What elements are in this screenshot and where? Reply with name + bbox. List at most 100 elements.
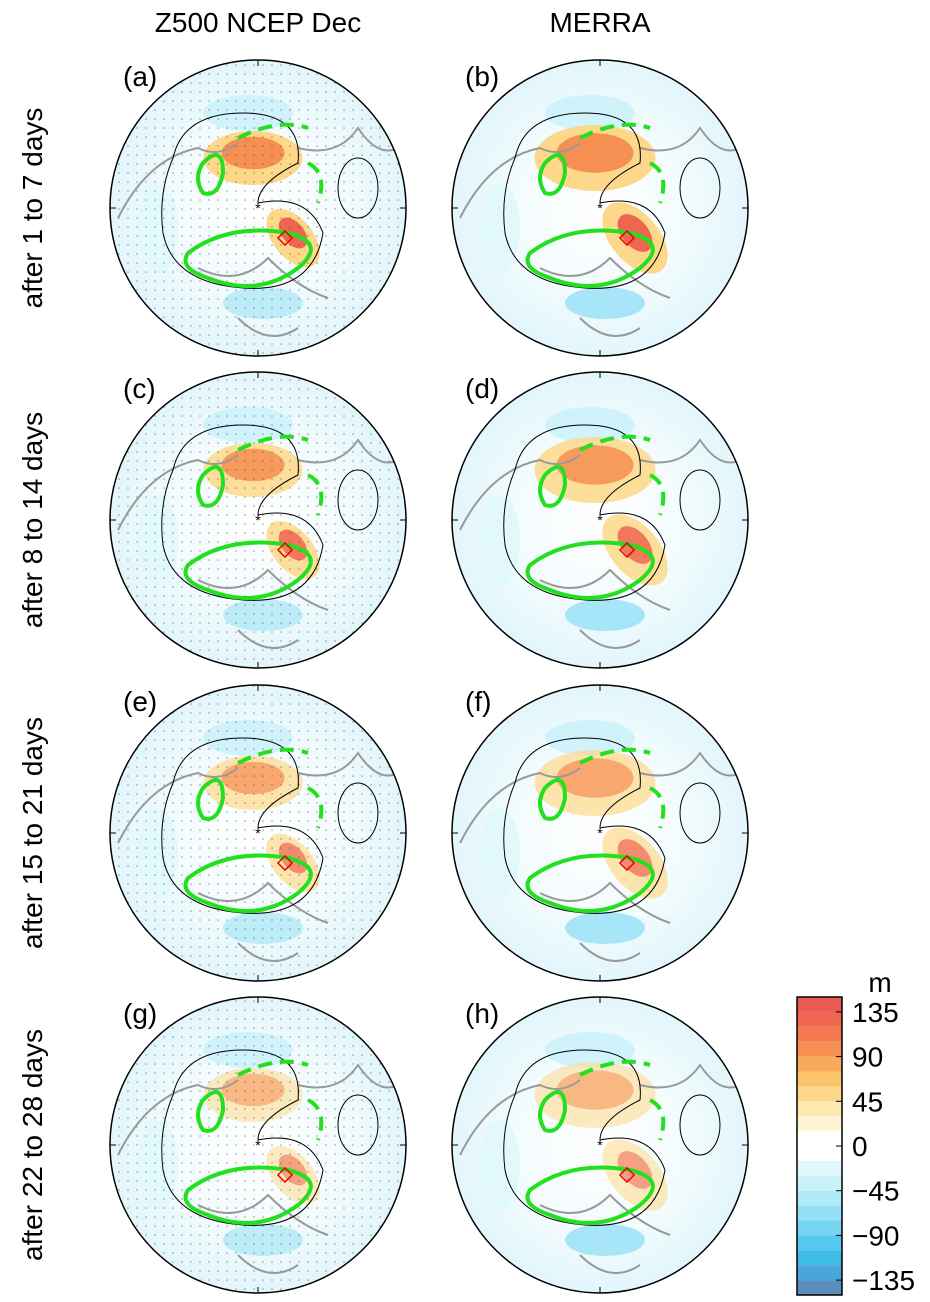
anomaly [556, 445, 634, 485]
green-contour [237, 434, 324, 516]
target-box [618, 854, 636, 872]
anomaly [480, 808, 520, 898]
coastline [117, 1063, 399, 1274]
green-contour [525, 853, 655, 913]
green-contour [525, 228, 655, 288]
colorbar-band [797, 1250, 842, 1266]
colorbar-band [797, 997, 842, 1012]
green-contour [525, 540, 655, 600]
green-contour [183, 540, 313, 600]
map-panel: * [109, 371, 407, 669]
pole: * [255, 200, 261, 216]
target-box [618, 1166, 636, 1184]
pole: * [255, 1137, 261, 1153]
panel-label: (h) [465, 998, 499, 1029]
pole: * [597, 512, 603, 528]
coastline [459, 438, 741, 649]
green-contour [579, 1059, 666, 1141]
anomaly [480, 495, 520, 585]
map-panel: * [109, 59, 407, 357]
contour [337, 782, 379, 844]
pole: * [255, 825, 261, 841]
colorbar-band [797, 1175, 842, 1191]
colorbar-tick-label: 90 [852, 1042, 883, 1073]
target-box [276, 229, 294, 247]
green-contour [538, 778, 568, 821]
colorbar-tick-label: −135 [852, 1265, 915, 1296]
coastline [117, 438, 399, 649]
contour [503, 737, 666, 914]
green-contour [237, 747, 324, 829]
map-panel: * [109, 996, 407, 1294]
contour [679, 782, 721, 844]
map-content: * [452, 685, 748, 981]
colorbar-tick-label: −90 [852, 1220, 900, 1251]
colorbar-band [797, 1160, 842, 1176]
colorbar-band [797, 1056, 842, 1072]
map-content: * [110, 372, 406, 668]
contour [679, 157, 721, 219]
contour [679, 1094, 721, 1156]
row-label: after 22 to 28 days [17, 1029, 48, 1261]
map-content: * [110, 685, 406, 981]
row-label: after 8 to 14 days [17, 412, 48, 628]
contour [337, 157, 379, 219]
contour [503, 1049, 666, 1226]
colorbar-tick-label: 45 [852, 1086, 883, 1117]
green-contour [183, 1165, 313, 1225]
anomaly [556, 133, 634, 173]
contour [679, 469, 721, 531]
contour [503, 424, 666, 601]
anomaly [480, 183, 520, 273]
green-contour [237, 122, 324, 204]
colorbar-band [797, 1265, 842, 1281]
row-label: after 1 to 7 days [17, 108, 48, 309]
green-contour [196, 1090, 226, 1133]
column-title: Z500 NCEP Dec [155, 7, 361, 38]
map-panel: * [109, 684, 407, 982]
panel-label: (b) [465, 61, 499, 92]
pole: * [597, 825, 603, 841]
colorbar-band [797, 1101, 842, 1117]
target-box [276, 854, 294, 872]
target-box [276, 1166, 294, 1184]
anomaly [480, 1120, 520, 1210]
green-contour [196, 465, 226, 508]
anomaly [565, 1224, 645, 1256]
contour [161, 737, 324, 914]
target-box [276, 541, 294, 559]
colorbar-band [797, 1041, 842, 1057]
green-contour [538, 1090, 568, 1133]
pole: * [255, 512, 261, 528]
anomaly [556, 1070, 634, 1110]
colorbar-band [797, 1146, 842, 1161]
coastline [459, 1063, 741, 1274]
green-contour [538, 153, 568, 196]
panel-label: (f) [465, 686, 491, 717]
map-content: * [452, 997, 748, 1293]
colorbar-tick-label: 135 [852, 997, 899, 1028]
panel-label: (d) [465, 373, 499, 404]
green-contour [525, 1165, 655, 1225]
colorbar-band [797, 1280, 842, 1295]
coastline [117, 751, 399, 962]
green-contour [196, 153, 226, 196]
anomaly [565, 287, 645, 319]
target-box [618, 541, 636, 559]
contour [337, 469, 379, 531]
map-panel: * [451, 371, 749, 669]
contour [337, 1094, 379, 1156]
coastline [459, 751, 741, 962]
colorbar-band [797, 1220, 842, 1236]
panel-label: (g) [123, 998, 157, 1029]
colorbar-band [797, 1071, 842, 1087]
panel-label: (e) [123, 686, 157, 717]
green-contour [538, 465, 568, 508]
colorbar-band [797, 1131, 842, 1146]
map-panel: * [451, 996, 749, 1294]
pole: * [597, 1137, 603, 1153]
green-contour [196, 778, 226, 821]
contour [503, 112, 666, 289]
